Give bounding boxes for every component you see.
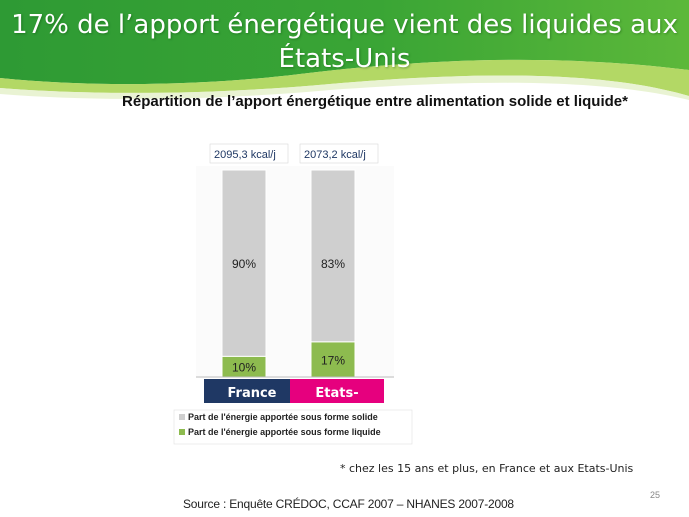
legend-box <box>173 409 413 445</box>
page-number: 25 <box>650 490 661 500</box>
total-label-box <box>209 143 289 164</box>
total-label: 2095,3 kcal/j <box>214 149 276 161</box>
data-label: 17% <box>321 353 345 367</box>
bar-segment-solid <box>221 169 267 357</box>
header-banner <box>0 0 689 100</box>
total-label-box <box>299 143 379 164</box>
bar-segment-liquid <box>310 341 356 378</box>
legend-label: Part de l'énergie apportée sous forme li… <box>188 427 381 437</box>
bar-segment-solid <box>310 169 356 343</box>
data-label: 83% <box>321 257 345 271</box>
legend-swatch <box>179 429 185 435</box>
source-note: Source : Enquête CRÉDOC, CCAF 2007 – NHA… <box>183 497 514 511</box>
category-label-box <box>290 379 384 403</box>
chart-title: Répartition de l’apport énergétique entr… <box>122 93 628 110</box>
total-label: 2073,2 kcal/j <box>304 149 366 161</box>
slide-title: 17% de l’apport énergétique vient des li… <box>11 10 678 74</box>
data-label: 10% <box>232 361 256 375</box>
data-label: 90% <box>232 257 256 271</box>
category-label: Etats- <box>315 386 358 401</box>
footnote: * chez les 15 ans et plus, en France et … <box>340 462 634 475</box>
legend-swatch <box>179 414 185 420</box>
category-label-box <box>204 379 300 403</box>
legend-label: Part de l'énergie apportée sous forme so… <box>188 412 378 422</box>
category-label: France <box>227 386 276 401</box>
